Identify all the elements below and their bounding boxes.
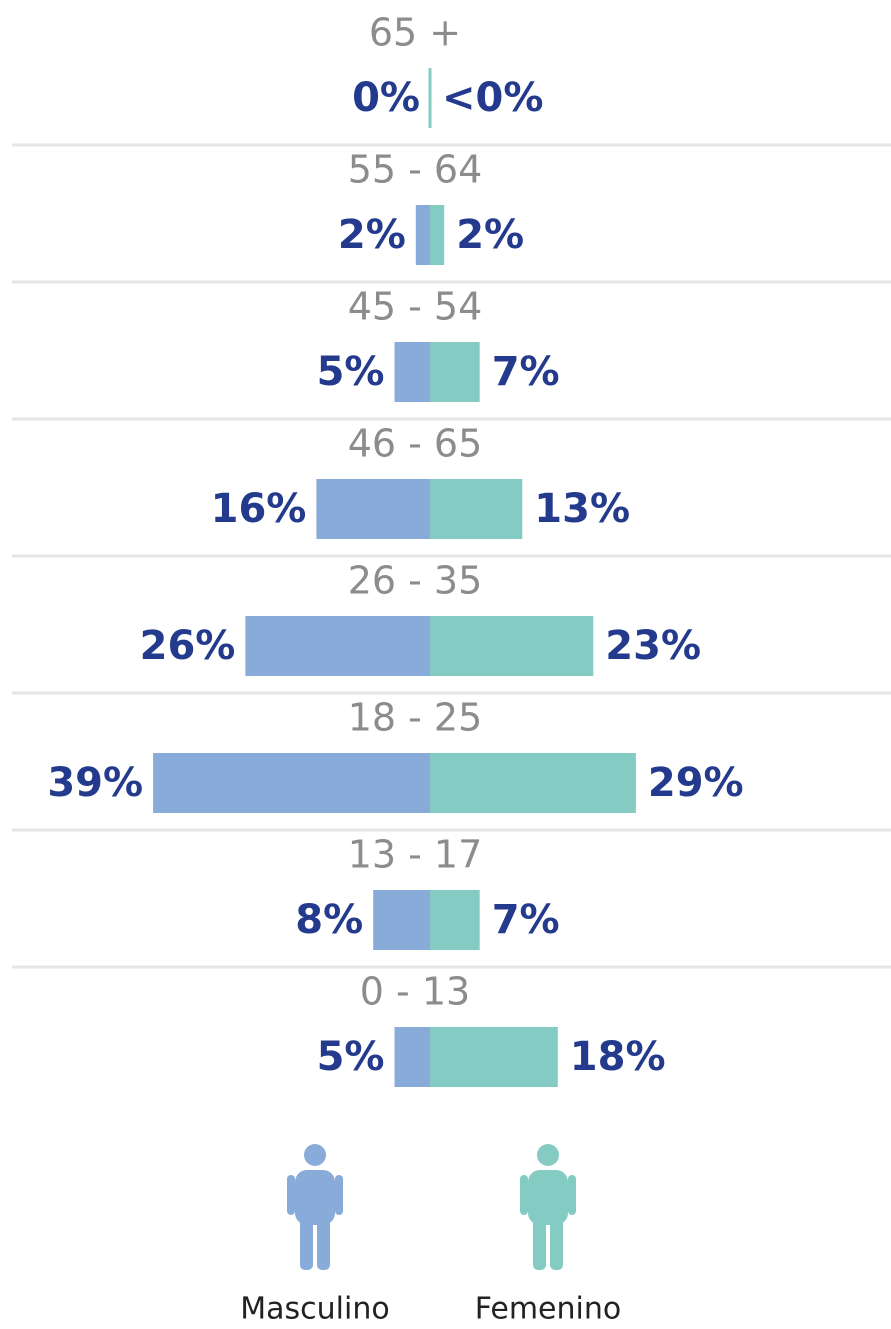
bar — [430, 616, 594, 676]
bar — [430, 753, 636, 813]
legend-icon — [335, 1175, 343, 1215]
value-label: 29% — [648, 760, 744, 806]
legend-icon — [300, 1215, 313, 1270]
legend-icon — [533, 1215, 546, 1270]
bar — [153, 753, 430, 813]
value-label: 5% — [317, 1034, 385, 1080]
bar — [430, 890, 480, 950]
value-label: 7% — [492, 897, 560, 943]
category-label: 18 - 25 — [348, 696, 483, 740]
legend-icon — [304, 1144, 326, 1166]
value-label: 5% — [317, 349, 385, 395]
legend-icon — [317, 1215, 330, 1270]
legend-icon — [295, 1170, 335, 1225]
value-label: 2% — [338, 212, 406, 258]
bar — [430, 1027, 558, 1087]
value-label: 0% — [352, 75, 420, 121]
legend-label: Femenino — [475, 1292, 621, 1327]
bar — [373, 890, 430, 950]
value-label: <0% — [442, 75, 543, 121]
category-label: 0 - 13 — [360, 970, 470, 1014]
bar — [415, 205, 430, 265]
value-label: 39% — [47, 760, 143, 806]
category-label: 55 - 64 — [348, 148, 483, 192]
legend-icon — [550, 1215, 563, 1270]
category-label: 45 - 54 — [348, 285, 483, 329]
bar — [430, 479, 523, 539]
value-label: 13% — [534, 486, 630, 532]
value-label: 23% — [605, 623, 701, 669]
legend-icon — [537, 1144, 559, 1166]
value-label: 18% — [570, 1034, 666, 1080]
legend-icon — [520, 1175, 528, 1215]
legend-icon — [528, 1170, 568, 1225]
category-label: 65 + — [369, 11, 461, 55]
bar — [430, 342, 480, 402]
legend-icon — [568, 1175, 576, 1215]
category-label: 13 - 17 — [348, 833, 483, 877]
value-label: 16% — [211, 486, 307, 532]
bar — [430, 205, 445, 265]
legend-label: Masculino — [240, 1292, 389, 1327]
category-label: 26 - 35 — [348, 559, 483, 603]
bar — [394, 342, 430, 402]
value-label: 2% — [456, 212, 524, 258]
value-label: 7% — [492, 349, 560, 395]
legend-icon — [287, 1175, 295, 1215]
bar — [316, 479, 430, 539]
value-label: 8% — [295, 897, 363, 943]
value-label: 26% — [140, 623, 236, 669]
bar — [394, 1027, 430, 1087]
bar — [245, 616, 430, 676]
category-label: 46 - 65 — [348, 422, 483, 466]
